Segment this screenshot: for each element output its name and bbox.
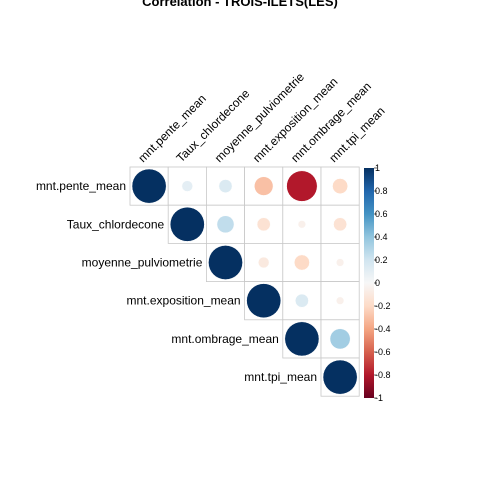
row-label-1: Taux_chlordecone	[67, 217, 165, 231]
corr-circle-0-2	[218, 179, 233, 193]
corr-circle-5-5	[322, 359, 358, 395]
chart-title: Correlation - TROIS-ILETS(LES)	[142, 0, 338, 9]
colorbar: 1 0.8 0.6 0.4 0.2 0 -0.2 -0.4 -0.6 -0.8 -1	[364, 163, 391, 403]
corr-circle-4-5	[329, 328, 351, 350]
cell-1-2	[205, 204, 245, 244]
corr-circle-1-3	[256, 217, 271, 232]
colorbar-tick-label-8: -0.6	[375, 347, 391, 357]
corr-circle-1-2	[216, 215, 235, 234]
corr-circle-1-5	[333, 217, 347, 232]
row-label-5: mnt.tpi_mean	[244, 370, 317, 384]
corr-circle-0-3	[254, 176, 274, 196]
colorbar-tick-label-4: 0.2	[375, 255, 388, 265]
cell-2-4	[282, 242, 322, 282]
row-label-4: mnt.ombrage_mean	[171, 332, 278, 346]
colorbar-tick-label-5: 0	[375, 278, 380, 288]
colorbar-tick-label-1: 0.8	[375, 186, 388, 196]
corr-circle-2-3	[258, 256, 270, 269]
corr-circle-3-5	[336, 296, 345, 305]
corr-circle-3-3	[246, 283, 282, 319]
corr-circle-1-4	[297, 220, 306, 229]
row-label-0: mnt.pente_mean	[36, 179, 126, 193]
corr-circle-0-4	[286, 170, 318, 202]
colorbar-tick-label-0: 1	[375, 163, 380, 173]
corr-circle-0-0	[131, 168, 167, 204]
colorbar-tick-label-7: -0.4	[375, 324, 391, 334]
corr-circle-3-4	[295, 293, 309, 308]
corr-circle-2-2	[208, 245, 243, 280]
colorbar-tick-label-9: -0.8	[375, 370, 391, 380]
row-label-3: mnt.exposition_mean	[127, 294, 241, 308]
colorbar-tick-label-2: 0.6	[375, 209, 388, 219]
corr-circle-4-4	[284, 321, 320, 357]
col-label-0: mnt.pente_mean	[135, 92, 209, 166]
colorbar-tick-label-3: 0.4	[375, 232, 388, 242]
colorbar-tick-label-6: -0.2	[375, 301, 391, 311]
corr-circle-0-5	[332, 178, 348, 194]
colorbar-gradient	[364, 168, 374, 398]
row-label-2: moyenne_pulviometrie	[82, 256, 203, 270]
corr-circle-0-1	[181, 180, 193, 192]
corr-circle-1-1	[169, 206, 205, 242]
colorbar-tick-label-10: -1	[375, 393, 383, 403]
corr-circle-2-4	[294, 254, 310, 271]
corr-circle-2-5	[336, 258, 345, 267]
